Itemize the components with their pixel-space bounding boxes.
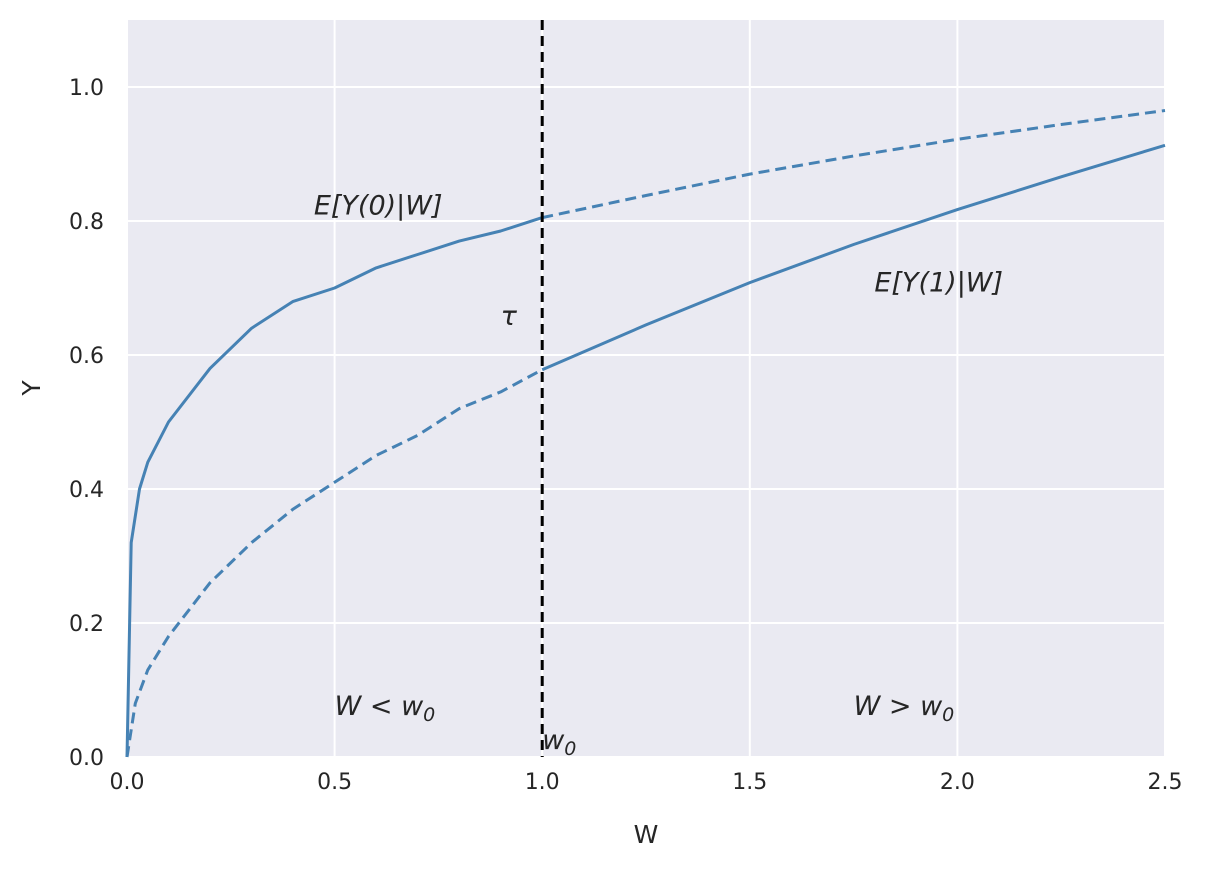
y-tick-label: 1.0 [69, 76, 104, 101]
x-tick-label: 2.5 [1148, 770, 1183, 795]
series-1-right-segment [541, 143, 1166, 372]
series-1-left-segment [125, 368, 543, 758]
grid-layer [126, 20, 1166, 758]
annotation: w0 [542, 725, 576, 760]
series-0-right-segment [541, 109, 1166, 220]
annotation: W < w0 [335, 691, 436, 726]
x-tick-label: 2.0 [940, 770, 975, 795]
annotation-layer: E[Y(0)|W] E[Y(1)|W] τ W < w0 W > w0 w0 [314, 190, 1003, 760]
annotation: W > w0 [854, 691, 955, 726]
y-tick-label: 0.8 [69, 210, 104, 235]
x-tick-label: 1.0 [525, 770, 560, 795]
y-tick-label: 0.4 [69, 478, 104, 503]
y-tick-label: 0.2 [69, 612, 104, 637]
x-tick-label: 1.5 [732, 770, 767, 795]
y-tick-label: 0.6 [69, 344, 104, 369]
annotation: E[Y(0)|W] [314, 190, 443, 221]
series-0-left-segment [125, 216, 543, 758]
plot-background [127, 20, 1165, 757]
x-axis-label: W [634, 820, 659, 849]
ticks-layer: 0.0 0.5 1.0 1.5 2.0 2.5 0.0 0.2 0.4 0.6 0.8 1.0 [69, 76, 1183, 795]
x-tick-label: 0.0 [110, 770, 145, 795]
y-axis-label: Y [17, 380, 46, 397]
y-tick-label: 0.0 [69, 746, 104, 771]
annotation: τ [501, 301, 518, 332]
annotation: E[Y(1)|W] [874, 267, 1003, 298]
series-layer [125, 109, 1166, 758]
x-tick-label: 0.5 [317, 770, 352, 795]
